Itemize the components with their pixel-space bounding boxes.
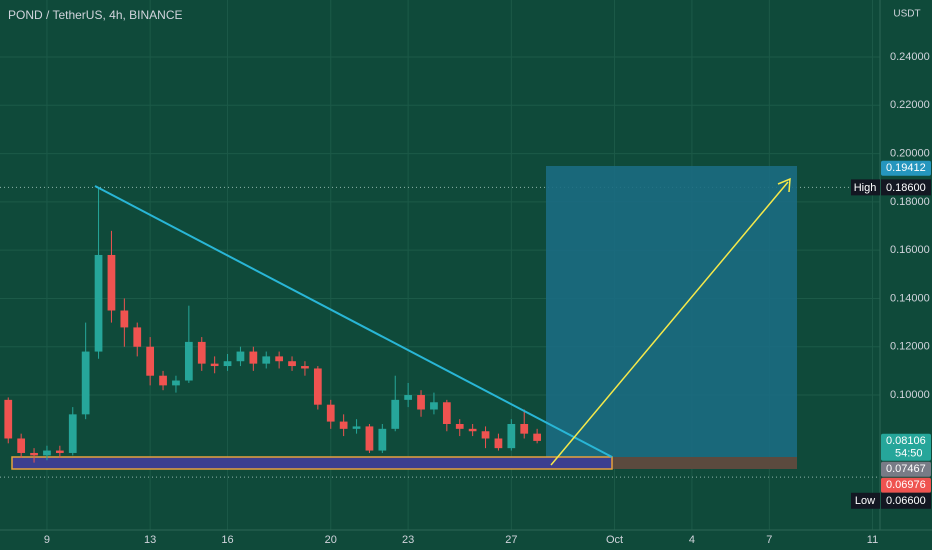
x-tick-label: Oct bbox=[606, 534, 623, 546]
x-tick-label: 7 bbox=[766, 534, 772, 546]
price-tag bbox=[881, 477, 931, 493]
candle-body bbox=[417, 395, 425, 410]
candle-body bbox=[30, 452, 38, 456]
candle-body bbox=[378, 428, 387, 451]
y-tick-label: 0.12000 bbox=[890, 341, 930, 353]
price-tag-label: 0.06976 bbox=[886, 479, 926, 491]
candle-body bbox=[339, 421, 348, 429]
price-tag bbox=[881, 433, 931, 461]
candle-body bbox=[4, 399, 13, 439]
price-tag bbox=[881, 461, 931, 477]
y-tick-label: 0.18000 bbox=[890, 196, 930, 208]
candle-body bbox=[313, 368, 322, 405]
candle-body bbox=[301, 366, 309, 369]
price-tag-label: 0.19412 bbox=[886, 162, 926, 174]
marker-name-box bbox=[851, 179, 880, 196]
candle-body bbox=[533, 433, 542, 441]
overlay: 0.24000 0.22000 0.20000 0.18000 0.16000 0.140… bbox=[44, 51, 931, 546]
candle-body bbox=[120, 310, 129, 328]
marker-tag bbox=[881, 492, 931, 509]
candle-body bbox=[17, 438, 26, 453]
candle-body bbox=[184, 341, 193, 381]
candle-body bbox=[223, 361, 232, 367]
arrow-line bbox=[550, 181, 789, 466]
y-tick-label: 0.22000 bbox=[890, 99, 930, 111]
candle-body bbox=[442, 402, 451, 424]
candle-body bbox=[430, 402, 438, 410]
candle-body bbox=[494, 438, 503, 449]
x-tick-label: 16 bbox=[221, 534, 233, 546]
marker-value: 0.06600 bbox=[886, 495, 926, 507]
y-tick-label: 0.20000 bbox=[890, 147, 930, 159]
candle-body bbox=[81, 351, 90, 415]
marker-name-box bbox=[851, 492, 880, 509]
x-tick-label: 11 bbox=[867, 534, 878, 546]
candle-body bbox=[159, 375, 167, 386]
countdown: 54:50 bbox=[895, 448, 923, 460]
x-tick-label: 23 bbox=[402, 534, 414, 546]
candle-body bbox=[520, 424, 529, 434]
x-tick-label: 20 bbox=[325, 534, 337, 546]
price-tag-label: 0.08106 bbox=[886, 435, 926, 447]
y-tick-label: 0.24000 bbox=[890, 51, 930, 63]
x-tick-label: 27 bbox=[505, 534, 517, 546]
y-tick-label: 0.16000 bbox=[890, 244, 930, 256]
candle-body bbox=[468, 428, 477, 432]
candle-body bbox=[352, 426, 361, 429]
x-tick-label: 9 bbox=[44, 534, 50, 546]
candle-body bbox=[68, 414, 77, 453]
candle-body bbox=[507, 424, 516, 449]
support-zone bbox=[11, 456, 613, 470]
candle-body bbox=[210, 363, 219, 367]
candle-body bbox=[55, 450, 64, 453]
y-tick-label: 0.10000 bbox=[890, 389, 930, 401]
candle-body bbox=[249, 351, 258, 364]
y-tick-label: 0.14000 bbox=[890, 292, 930, 304]
trend-line bbox=[94, 185, 613, 458]
candle-body bbox=[133, 327, 142, 347]
marker-name: Low bbox=[855, 495, 875, 507]
candle-body bbox=[236, 351, 245, 362]
price-tag-label: 0.07467 bbox=[886, 463, 926, 475]
candle-body bbox=[43, 450, 51, 456]
candle-body bbox=[404, 395, 413, 400]
x-tick-label: 4 bbox=[689, 534, 695, 546]
x-tick-label: 13 bbox=[144, 534, 156, 546]
chart-title: POND / TetherUS, 4h, BINANCE bbox=[8, 8, 183, 22]
candle-body bbox=[365, 426, 374, 451]
marker-tag bbox=[881, 179, 931, 196]
candle-body bbox=[288, 361, 296, 367]
candle-body bbox=[455, 424, 464, 429]
arrow-head bbox=[777, 177, 791, 193]
candle-body bbox=[172, 380, 180, 386]
currency-label: USDT bbox=[893, 9, 920, 20]
price-tag bbox=[881, 160, 931, 176]
candle-body bbox=[262, 356, 271, 364]
candle-body bbox=[94, 254, 103, 352]
candle-body bbox=[326, 404, 335, 422]
candle-body bbox=[107, 254, 116, 311]
candle-body bbox=[275, 356, 284, 362]
candle-body bbox=[146, 346, 155, 376]
candles bbox=[4, 187, 542, 463]
candle-body bbox=[197, 341, 206, 364]
marker-value: 0.18600 bbox=[886, 182, 926, 194]
candle-body bbox=[481, 431, 490, 439]
marker-name: High bbox=[854, 182, 877, 194]
candle-body bbox=[391, 399, 400, 429]
target-zone bbox=[546, 166, 797, 457]
